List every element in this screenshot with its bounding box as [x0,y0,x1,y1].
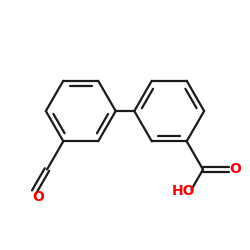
Text: O: O [229,162,241,176]
Text: O: O [32,190,44,204]
Text: HO: HO [172,184,196,198]
